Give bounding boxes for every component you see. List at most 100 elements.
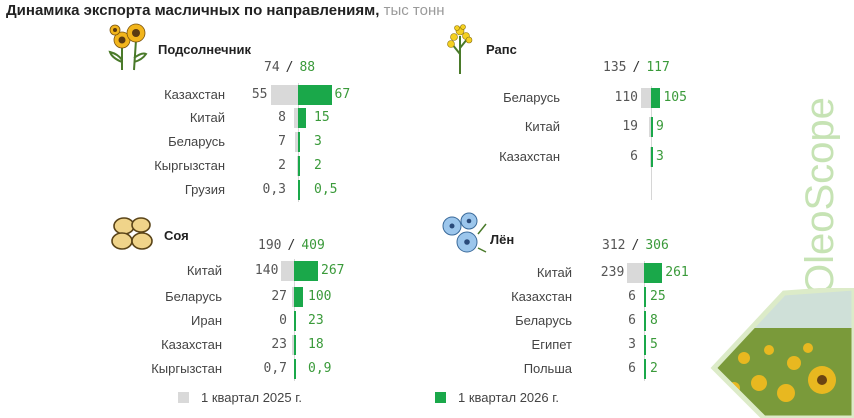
brand-text: OleoScope — [800, 97, 840, 295]
flax-icon — [442, 212, 487, 253]
rapeseed-total-2026: 117 — [646, 60, 670, 75]
sunflower-value-2026: 2 — [314, 158, 322, 173]
rapeseed-value-2026: 3 — [656, 149, 664, 164]
soybean-icon — [111, 217, 153, 250]
rapeseed-value-2025: 110 — [614, 90, 638, 105]
soybean-value-2026: 0,9 — [308, 361, 332, 376]
rapeseed-bar-2026 — [651, 147, 653, 167]
flax-totals: 312 / 306 — [602, 238, 669, 253]
sunflower-bar-2026 — [298, 108, 306, 128]
flax-total-2025: 312 — [602, 238, 626, 253]
soybean-country-label: Казахстан — [161, 337, 222, 352]
sunflower-bar-2025 — [297, 156, 298, 176]
rapeseed-country-label: Казахстан — [499, 149, 560, 164]
soybean-country-label: Беларусь — [165, 289, 222, 304]
flax-value-2025: 6 — [628, 361, 636, 376]
sunflower-value-2025: 8 — [278, 110, 286, 125]
soybean-value-2025: 140 — [254, 263, 279, 278]
rapeseed-value-2026: 105 — [663, 90, 687, 105]
sunflower-total-separator: / — [285, 60, 294, 75]
legend-swatch-2026 — [435, 392, 446, 403]
soybean-title: Соя — [164, 228, 189, 243]
sunflower-country-label: Казахстан — [164, 87, 225, 102]
sunflower-bar-2025 — [294, 108, 298, 128]
flax-value-2026: 25 — [650, 289, 666, 304]
sunflower-icon — [108, 23, 148, 71]
soybean-value-2026: 18 — [308, 337, 324, 352]
flax-country-label: Китай — [536, 265, 572, 280]
sunflower-bar-2025 — [294, 132, 298, 152]
soybean-value-2026: 100 — [308, 289, 332, 304]
soybean-total-2025: 190 — [258, 238, 282, 253]
soybean-country-label: Китай — [186, 263, 222, 278]
flax-country-label: Казахстан — [511, 289, 572, 304]
rapeseed-value-2026: 9 — [656, 119, 664, 134]
rapeseed-bar-2026 — [651, 88, 661, 108]
flax-title: Лён — [490, 232, 515, 247]
soybean-value-2025: 0,7 — [263, 361, 287, 376]
rapeseed-bar-2025 — [650, 147, 651, 167]
sunflower-field-image — [710, 288, 854, 418]
soybean-bar-2025 — [291, 335, 294, 355]
flax-value-2026: 8 — [650, 313, 658, 328]
rapeseed-total-separator: / — [632, 60, 641, 75]
legend-label-2026: 1 квартал 2026 г. — [458, 390, 559, 405]
sunflower-value-2026: 15 — [314, 110, 330, 125]
flax-total-separator: / — [631, 238, 640, 253]
soybean-bar-2026 — [294, 261, 319, 281]
soybean-bar-2026 — [294, 287, 303, 307]
flax-country-label: Польша — [523, 361, 572, 376]
legend-item-2026: 1 квартал 2026 г. — [435, 390, 559, 405]
flax-value-2025: 239 — [600, 265, 625, 280]
rapeseed-title: Рапс — [486, 42, 517, 57]
soybean-value-2025: 0 — [279, 313, 287, 328]
rapeseed-axis — [651, 86, 652, 200]
soybean-bar-2026 — [294, 359, 296, 379]
sunflower-country-label: Кыргызстан — [154, 158, 225, 173]
rapeseed-country-label: Беларусь — [503, 90, 560, 105]
flax-value-2025: 3 — [628, 337, 636, 352]
soybean-totals: 190 / 409 — [258, 238, 325, 253]
soybean-bar-2026 — [294, 311, 297, 331]
soybean-bar-2025 — [291, 287, 294, 307]
soybean-country-label: Иран — [191, 313, 222, 328]
soybean-total-2026: 409 — [301, 238, 325, 253]
flax-bar-2026 — [644, 287, 646, 307]
flax-bar-2026 — [644, 263, 663, 283]
flax-country-label: Египет — [531, 337, 572, 352]
sunflower-value-2025: 0,3 — [262, 182, 286, 197]
flax-total-2026: 306 — [645, 238, 669, 253]
soybean-total-separator: / — [287, 238, 296, 253]
sunflower-total-2026: 88 — [299, 60, 316, 75]
rapeseed-totals: 135 / 117 — [603, 60, 670, 75]
flax-country-label: Беларусь — [515, 313, 572, 328]
flax-value-2026: 261 — [665, 265, 689, 280]
rapeseed-icon — [447, 24, 473, 74]
sunflower-country-label: Китай — [189, 110, 225, 125]
sunflower-value-2026: 0,5 — [314, 182, 338, 197]
sunflower-value-2025: 2 — [278, 158, 286, 173]
rapeseed-bar-2025 — [641, 88, 651, 108]
page-title: Динамика экспорта масличных по направлен… — [6, 2, 445, 19]
sunflower-value-2026: 67 — [334, 87, 351, 102]
rapeseed-value-2025: 6 — [630, 149, 638, 164]
soybean-bar-2025 — [281, 261, 294, 281]
flax-value-2026: 2 — [650, 361, 658, 376]
sunflower-totals: 74 / 88 — [264, 60, 315, 75]
sunflower-value-2025: 7 — [278, 134, 286, 149]
sunflower-bar-2026 — [298, 180, 300, 200]
soybean-value-2025: 23 — [271, 337, 287, 352]
flax-value-2025: 6 — [628, 289, 636, 304]
rapeseed-bar-2025 — [649, 117, 651, 137]
legend-item-2025: 1 квартал 2025 г. — [178, 390, 302, 405]
brand-logo: OleoScope — [800, 97, 840, 295]
rapeseed-country-label: Китай — [524, 119, 560, 134]
title-main: Динамика экспорта масличных по направлен… — [6, 2, 380, 19]
sunflower-country-label: Беларусь — [168, 134, 225, 149]
flax-bar-2026 — [644, 311, 646, 331]
soybean-country-label: Кыргызстан — [151, 361, 222, 376]
flax-bar-2026 — [644, 359, 646, 379]
title-unit: тыс тонн — [383, 2, 445, 19]
legend-swatch-2025 — [178, 392, 189, 403]
soybean-value-2025: 27 — [271, 289, 287, 304]
